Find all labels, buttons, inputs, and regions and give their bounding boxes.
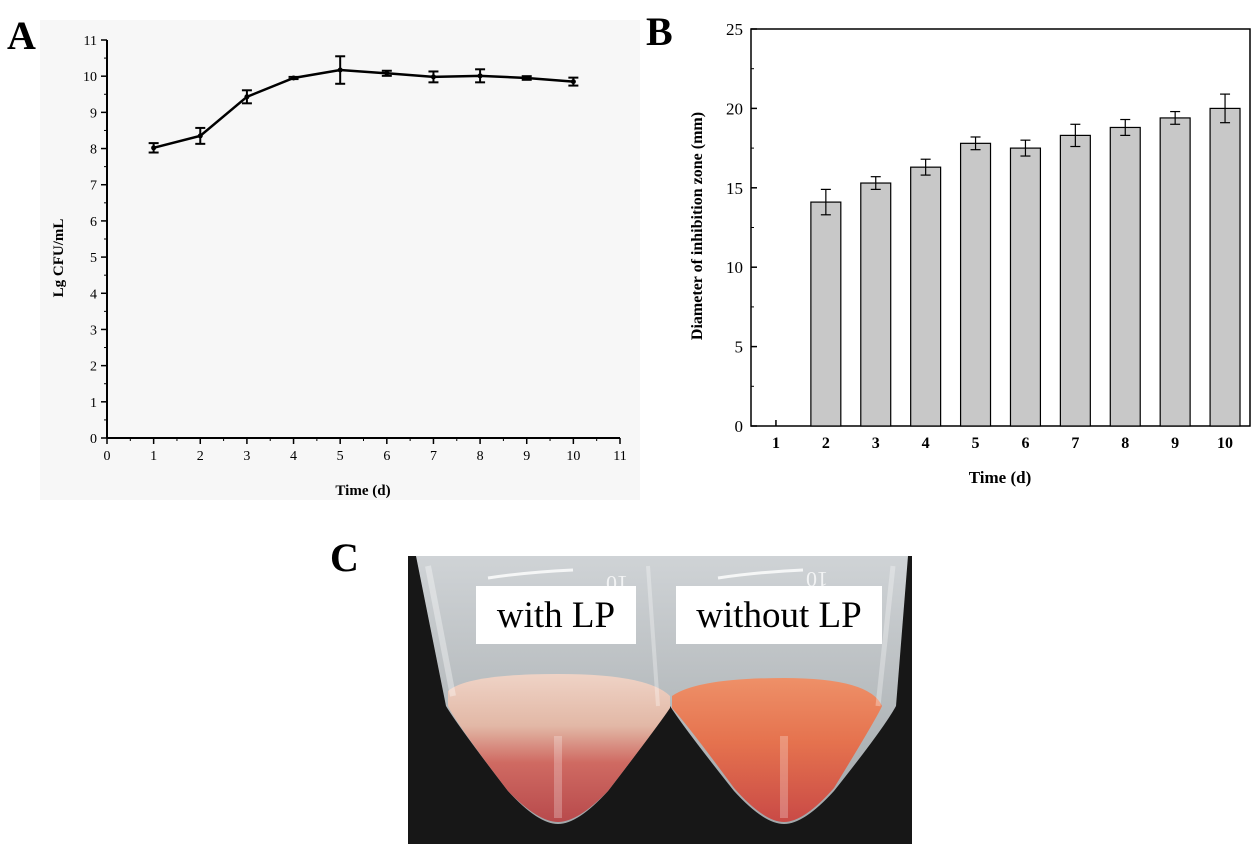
chart-b-x-tick-label: 8: [1121, 435, 1129, 452]
chart-b-bar: [810, 201, 842, 427]
chart-b-x-tick-label: 5: [972, 435, 980, 452]
panel-letter-b: B: [646, 9, 673, 54]
chart-a-x-tick-label: 8: [477, 449, 484, 464]
chart-a-x-tick-label: 2: [197, 449, 204, 464]
chart-a-point: [151, 145, 157, 151]
chart-a-x-tick-label: 6: [383, 449, 390, 464]
chart-a-x-tick-label: 9: [523, 449, 530, 464]
chart-a-point: [197, 133, 203, 139]
chart-b-inhibition-bars: 0 5 10 15 20 25 1 2 3 4 5 6 7 8 9 10 Time (d) Diameter …: [689, 20, 1251, 487]
tube-right-contents: [672, 678, 882, 822]
chart-a-x-tick-label: 5: [337, 449, 344, 464]
chart-a-x-tick-label: 4: [290, 449, 297, 464]
chart-a-background: [40, 20, 640, 500]
chart-a-y-tick-label: 10: [83, 70, 97, 85]
chart-b-bar: [910, 166, 942, 427]
panel-letter-c: C: [330, 535, 359, 580]
chart-a-series-line: [153, 68, 574, 150]
chart-a-y-tick-label: 0: [90, 432, 97, 447]
chart-a-y-tick-label: 9: [90, 106, 97, 121]
chart-b-x-tick-label: 1: [772, 435, 780, 452]
chart-b-y-tick-label: 25: [726, 20, 743, 39]
chart-b-x-tick-label: 10: [1217, 435, 1233, 452]
chart-a-point: [430, 74, 436, 80]
chart-a-y-tick-label: 7: [90, 179, 97, 194]
label-without-lp: without LP: [676, 586, 882, 644]
chart-a-growth-curve: 0 1 2 3 4 5 6 7 8 9 10 11 0 1 2 3 4 5 6 7 8 9 10 11 Time (d) Lg…: [40, 20, 640, 500]
chart-b-x-tick-label: 4: [922, 435, 930, 452]
chart-b-x-tick-label: 2: [822, 435, 830, 452]
chart-b-x-tick-label: 6: [1021, 435, 1029, 452]
chart-b-bar: [1059, 134, 1091, 427]
chart-b-y-tick-label: 15: [726, 179, 743, 198]
chart-b-y-tick-label: 0: [735, 417, 744, 436]
tube-mark-right: 10: [806, 567, 828, 592]
chart-a-y-tick-label: 1: [90, 396, 97, 411]
chart-b-x-tick-label: 9: [1171, 435, 1179, 452]
chart-a-point: [570, 79, 576, 85]
chart-a-y-tick-label: 5: [90, 251, 97, 266]
chart-a-x-tick-label: 1: [150, 449, 157, 464]
chart-a-y-tick-label: 3: [90, 323, 97, 338]
chart-b-bar: [1159, 117, 1191, 427]
chart-a-point: [524, 75, 530, 81]
chart-b-x-axis-label: Time (d): [969, 468, 1032, 487]
chart-a-point: [384, 70, 390, 76]
chart-a-y-tick-label: 4: [90, 287, 97, 302]
chart-b-bar: [860, 182, 892, 427]
chart-a-point: [337, 67, 343, 73]
chart-b-bar: [1209, 107, 1241, 427]
chart-a-x-tick-label: 7: [430, 449, 437, 464]
chart-a-point: [477, 73, 483, 79]
chart-b-y-axis-label: Diameter of inhibition zone (mm): [689, 112, 706, 340]
chart-a-y-tick-label: 11: [84, 34, 97, 49]
chart-a-x-axis-label: Time (d): [335, 483, 390, 499]
chart-a-y-tick-label: 6: [90, 215, 97, 230]
chart-b-y-tick-label: 5: [735, 338, 744, 357]
chart-b-bar: [1109, 126, 1141, 427]
chart-b-bar: [1009, 147, 1042, 427]
tube-left-contents: [448, 674, 670, 822]
chart-a-x-tick-label: 3: [243, 449, 250, 464]
chart-a-x-tick-label: 0: [104, 449, 111, 464]
chart-b-x-tick-label: 7: [1071, 435, 1079, 452]
tube-photo: 10 10 with LP without LP: [408, 556, 912, 844]
chart-a-x-tick-label: 11: [613, 449, 626, 464]
chart-a-y-tick-label: 2: [90, 360, 97, 375]
chart-b-x-tick-label: 3: [872, 435, 880, 452]
panel-letter-a: A: [7, 13, 36, 58]
chart-b-y-tick-label: 10: [726, 258, 743, 277]
chart-a-x-tick-label: 10: [566, 449, 580, 464]
label-with-lp: with LP: [476, 586, 636, 644]
chart-b-bar: [959, 142, 992, 427]
chart-a-y-tick-label: 8: [90, 143, 97, 158]
chart-a-y-axis-label: Lg CFU/mL: [51, 219, 67, 298]
chart-a-point: [244, 94, 250, 100]
chart-a-point: [291, 75, 297, 81]
chart-b-y-tick-label: 20: [726, 99, 743, 118]
